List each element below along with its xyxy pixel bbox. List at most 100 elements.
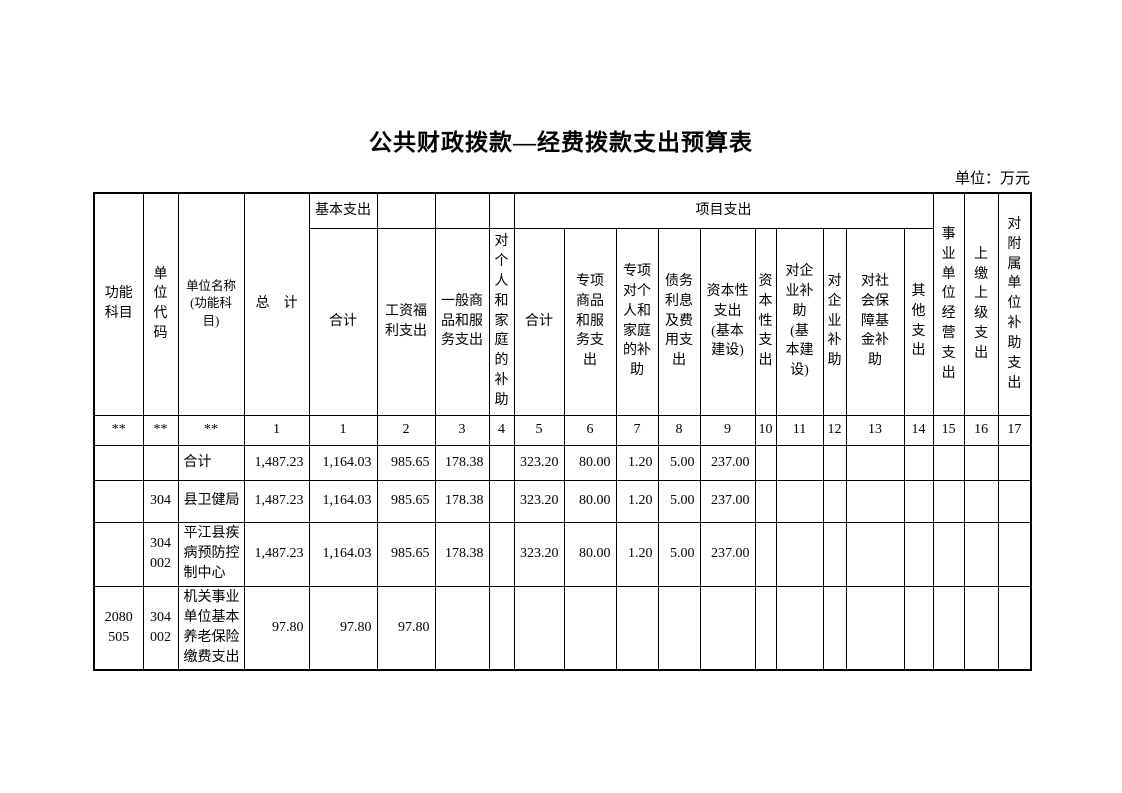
- cell-value: [963, 521, 999, 587]
- header-enterprise-subsidy: 对 企 业 补 助: [822, 227, 847, 416]
- cell-value: 985.65: [376, 479, 436, 523]
- cell-unit-code: 304 002: [142, 521, 179, 587]
- header-project-subtotal: 合计: [513, 227, 565, 416]
- cell-value: [822, 479, 847, 523]
- index-cell: 15: [932, 414, 965, 446]
- cell-func-code: [93, 521, 144, 587]
- cell-value: 80.00: [563, 444, 617, 481]
- header-unit-code: 单 位 代 码: [142, 192, 179, 416]
- cell-value: [822, 444, 847, 481]
- cell-value: [488, 444, 515, 481]
- table-row-total: 合计 1,487.23 1,164.03 985.65 178.38 323.2…: [93, 444, 1032, 481]
- index-cell: 2: [376, 414, 436, 446]
- cell-value: 985.65: [376, 444, 436, 481]
- cell-value: [903, 585, 934, 671]
- index-cell: 8: [657, 414, 701, 446]
- cell-unit-code: [142, 444, 179, 481]
- index-cell: 7: [615, 414, 659, 446]
- cell-value: 80.00: [563, 479, 617, 523]
- table-row-cdc-center: 304 002 平江县疾病预防控制中心 1,487.23 1,164.03 98…: [93, 521, 1032, 587]
- cell-unit-name: 机关事业单位基本养老保险缴费支出: [177, 585, 245, 671]
- cell-value: [615, 585, 659, 671]
- cell-value: [754, 444, 777, 481]
- header-empty-cell: [434, 192, 490, 229]
- cell-value: [932, 444, 965, 481]
- table-row-health-bureau: 304 县卫健局 1,487.23 1,164.03 985.65 178.38…: [93, 479, 1032, 523]
- cell-value: [845, 521, 905, 587]
- cell-func-code: [93, 479, 144, 523]
- index-cell: 11: [775, 414, 824, 446]
- cell-value: [775, 585, 824, 671]
- index-cell: 3: [434, 414, 490, 446]
- cell-value: 1.20: [615, 521, 659, 587]
- cell-value: 1,487.23: [243, 444, 310, 481]
- cell-value: [932, 521, 965, 587]
- header-special-goods-services: 专项 商品 和服 务支 出: [563, 227, 617, 416]
- cell-value: [845, 479, 905, 523]
- cell-value: [488, 585, 515, 671]
- column-index-row: ** ** ** 1 1 2 3 4 5 6 7 8 9 10 11 12 13…: [93, 414, 1032, 446]
- cell-value: [822, 521, 847, 587]
- index-cell: 16: [963, 414, 999, 446]
- header-basic-group: 基本支出: [308, 192, 378, 229]
- index-cell: 13: [845, 414, 905, 446]
- cell-value: [434, 585, 490, 671]
- cell-value: [699, 585, 756, 671]
- cell-value: [997, 444, 1032, 481]
- header-capital-basic-construction: 资本性 支出 (基本 建设): [699, 227, 756, 416]
- cell-value: [932, 479, 965, 523]
- cell-value: [903, 479, 934, 523]
- index-cell: **: [142, 414, 179, 446]
- header-business-operation: 事 业 单 位 经 营 支 出: [932, 192, 965, 416]
- index-cell: 6: [563, 414, 617, 446]
- cell-value: 178.38: [434, 521, 490, 587]
- index-cell: 10: [754, 414, 777, 446]
- cell-value: 97.80: [308, 585, 378, 671]
- index-cell: 14: [903, 414, 934, 446]
- cell-unit-code: 304 002: [142, 585, 179, 671]
- header-special-individual-subsidy: 专项 对个 人和 家庭 的补 助: [615, 227, 659, 416]
- cell-value: 178.38: [434, 444, 490, 481]
- cell-value: [775, 479, 824, 523]
- cell-value: [513, 585, 565, 671]
- table-row-pension-expenditure: 2080 505 304 002 机关事业单位基本养老保险缴费支出 97.80 …: [93, 585, 1032, 671]
- cell-value: 178.38: [434, 479, 490, 523]
- header-empty-cell: [376, 192, 436, 229]
- header-row-subcolumns: 合计 工资福 利支出 一般商 品和服 务支出 对 个 人 和 家 庭 的 补 助…: [94, 227, 1031, 416]
- cell-value: [754, 521, 777, 587]
- index-cell: 17: [997, 414, 1032, 446]
- index-cell: 1: [308, 414, 378, 446]
- unit-label: 单位：万元: [954, 171, 1030, 187]
- index-cell: 4: [488, 414, 515, 446]
- cell-value: [657, 585, 701, 671]
- header-capital-expenditure: 资 本 性 支 出: [754, 227, 777, 416]
- header-upturn-superior: 上 缴 上 级 支 出: [963, 192, 999, 416]
- cell-func-code: [93, 444, 144, 481]
- header-project-group: 项目支出: [513, 192, 934, 229]
- page-title: 公共财政拨款—经费拨款支出预算表: [369, 130, 753, 155]
- cell-unit-name: 县卫健局: [177, 479, 245, 523]
- header-subsidiary-subsidy: 对 附 属 单 位 补 助 支 出: [997, 192, 1032, 416]
- cell-value: 1.20: [615, 479, 659, 523]
- cell-value: [822, 585, 847, 671]
- cell-value: [754, 479, 777, 523]
- cell-value: [775, 521, 824, 587]
- cell-value: 237.00: [699, 444, 756, 481]
- header-functional-subject: 功能 科目: [93, 192, 144, 416]
- index-cell: **: [177, 414, 245, 446]
- index-cell: 12: [822, 414, 847, 446]
- header-goods-services: 一般商 品和服 务支出: [434, 227, 490, 416]
- cell-value: [903, 444, 934, 481]
- cell-value: [488, 479, 515, 523]
- cell-value: [932, 585, 965, 671]
- cell-value: 5.00: [657, 479, 701, 523]
- cell-func-code: 2080 505: [93, 585, 144, 671]
- cell-value: [488, 521, 515, 587]
- cell-value: 323.20: [513, 479, 565, 523]
- cell-value: 323.20: [513, 444, 565, 481]
- cell-value: 985.65: [376, 521, 436, 587]
- header-wage-welfare: 工资福 利支出: [376, 227, 436, 416]
- index-cell: **: [93, 414, 144, 446]
- cell-value: [963, 585, 999, 671]
- cell-value: [845, 585, 905, 671]
